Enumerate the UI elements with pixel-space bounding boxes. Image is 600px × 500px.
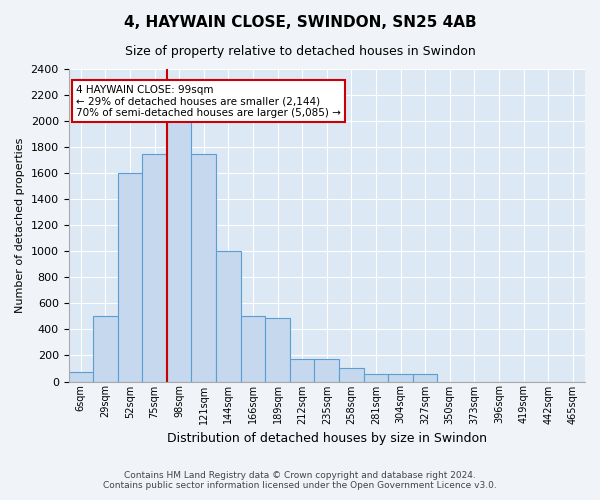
Text: 4, HAYWAIN CLOSE, SWINDON, SN25 4AB: 4, HAYWAIN CLOSE, SWINDON, SN25 4AB: [124, 15, 476, 30]
Bar: [216, 252, 241, 382]
Bar: [339, 368, 364, 382]
Bar: [265, 318, 290, 382]
Bar: [388, 374, 413, 382]
Y-axis label: Number of detached properties: Number of detached properties: [15, 138, 25, 313]
Bar: [167, 82, 191, 382]
Text: Size of property relative to detached houses in Swindon: Size of property relative to detached ho…: [125, 45, 475, 58]
Bar: [118, 173, 142, 382]
Bar: [413, 374, 437, 382]
X-axis label: Distribution of detached houses by size in Swindon: Distribution of detached houses by size …: [167, 432, 487, 445]
Text: Contains HM Land Registry data © Crown copyright and database right 2024.
Contai: Contains HM Land Registry data © Crown c…: [103, 470, 497, 490]
Bar: [93, 316, 118, 382]
Text: 4 HAYWAIN CLOSE: 99sqm
← 29% of detached houses are smaller (2,144)
70% of semi-: 4 HAYWAIN CLOSE: 99sqm ← 29% of detached…: [76, 84, 341, 118]
Bar: [314, 358, 339, 382]
Bar: [241, 316, 265, 382]
Bar: [364, 374, 388, 382]
Bar: [68, 372, 93, 382]
Bar: [290, 358, 314, 382]
Bar: [191, 154, 216, 382]
Bar: [142, 154, 167, 382]
